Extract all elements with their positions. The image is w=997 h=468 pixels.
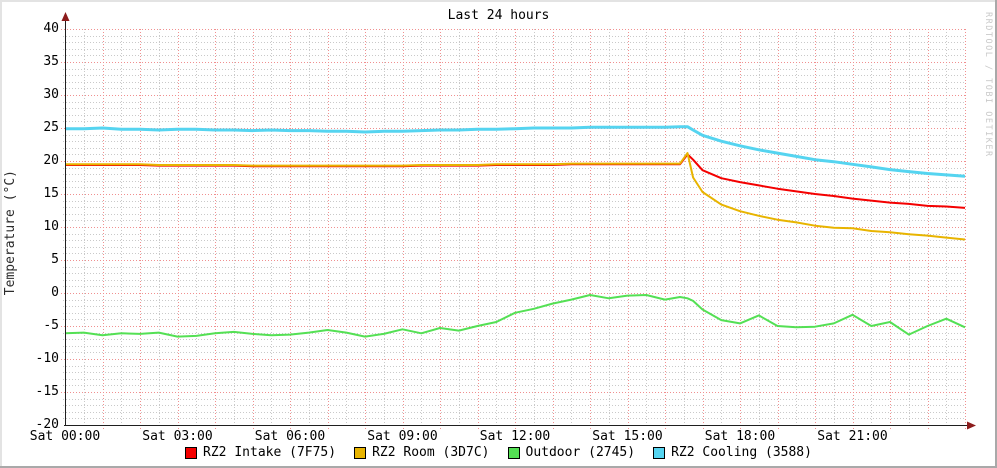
legend-label: Outdoor (2745) [525,445,636,460]
y-tick-label: 40 [43,21,59,36]
y-tick-label: -10 [35,351,59,366]
y-tick-label: 5 [51,252,59,267]
y-tick-label: 35 [43,54,59,69]
frame-bottom [0,466,997,468]
legend-swatch-rz2-cooling [653,446,666,459]
frame-right [995,0,997,468]
legend-label: RZ2 Room (3D7C) [372,445,490,460]
y-tick-label: 20 [43,153,59,168]
y-tick-label: -5 [43,318,59,333]
x-tick-label: Sat 12:00 [479,429,551,444]
series-line-rz2-cooling [65,125,966,178]
y-tick-label: -15 [35,384,59,399]
y-tick-label: 10 [43,219,59,234]
legend-item-rz2-room: RZ2 Room (3D7C) [354,445,490,460]
legend-label: RZ2 Cooling (3588) [671,445,812,460]
y-tick-label: -20 [35,417,59,432]
x-tick-label: Sat 18:00 [704,429,776,444]
x-axis-arrow-icon [967,421,976,430]
legend-item-rz2-cooling: RZ2 Cooling (3588) [653,445,812,460]
series-line-rz2-room [65,152,966,241]
x-tick-label: Sat 03:00 [142,429,213,444]
x-tick-label: Sat 00:00 [29,429,101,444]
series-line-outdoor [64,294,966,338]
y-tick-label: 0 [51,285,59,300]
x-tick-label: Sat 06:00 [254,429,326,444]
y-tick-label: 25 [43,120,59,135]
legend-label: RZ2 Intake (7F75) [203,445,337,460]
watermark: RRDTOOL / TOBI OETIKER [983,12,993,158]
legend-swatch-rz2-room [354,446,367,459]
y-tick-label: 15 [43,186,59,201]
x-tick-label: Sat 21:00 [817,429,888,444]
legend-item-rz2-intake: RZ2 Intake (7F75) [185,445,336,460]
frame-top [0,0,997,2]
x-tick-label: Sat 09:00 [367,429,438,444]
x-tick-label: Sat 15:00 [592,429,663,444]
legend-swatch-outdoor [507,446,520,459]
y-tick-label: 30 [43,87,59,102]
legend-item-outdoor: Outdoor (2745) [507,445,636,460]
legend-swatch-rz2-intake [185,446,198,459]
frame-left [0,0,2,468]
y-axis-arrow-icon [61,12,70,21]
legend: RZ2 Intake (7F75) RZ2 Room (3D7C) Outdoor … [0,445,997,460]
chart-title: Last 24 hours [447,8,550,23]
